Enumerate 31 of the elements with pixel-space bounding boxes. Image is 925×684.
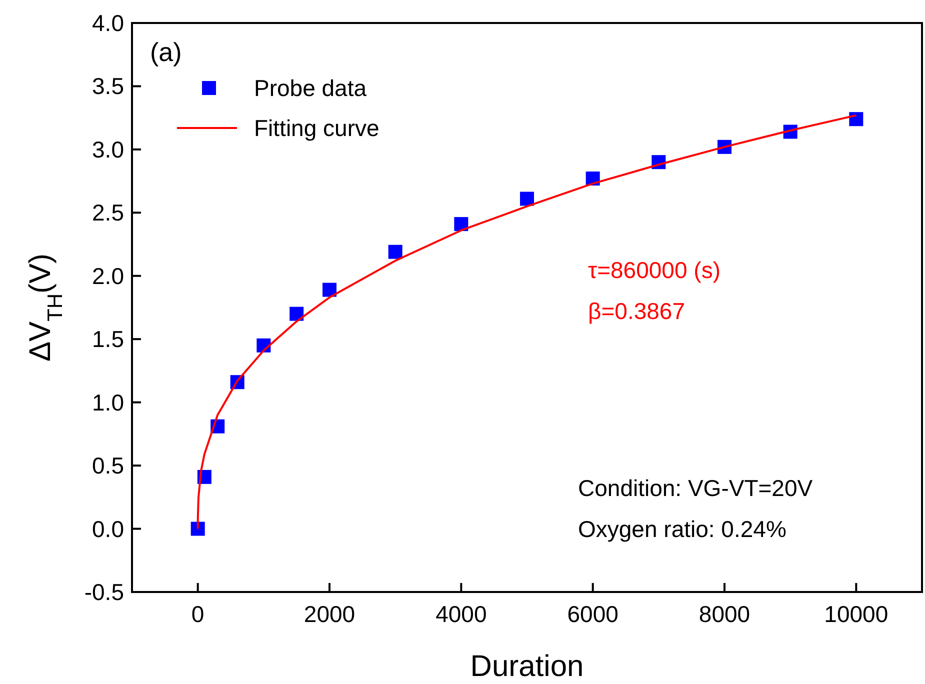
point	[849, 112, 864, 126]
annotation: (a)	[150, 37, 182, 67]
y-tick-label: 4.0	[92, 10, 124, 36]
annotation: Condition: VG-VT=20V	[578, 475, 814, 501]
y-tick-label: 3.5	[92, 73, 124, 100]
point	[520, 192, 534, 206]
y-tick-label: 2.0	[92, 262, 124, 289]
y-tick-label: 0.5	[92, 452, 124, 479]
y-tick-label: 2.5	[92, 200, 124, 226]
annotation: Oxygen ratio: 0.24%	[578, 516, 786, 542]
y-tick-label: 1.0	[92, 389, 124, 416]
y-tick-label: 3.0	[92, 136, 124, 162]
x-tick-label: 8000	[698, 601, 750, 627]
annotation: τ=860000 (s)	[588, 257, 720, 283]
annotation: β=0.3867	[588, 298, 686, 324]
y-tick-label: 0.0	[92, 516, 124, 542]
legend-label: Fitting curve	[254, 115, 380, 141]
point	[454, 217, 468, 232]
legend-label: Probe data	[254, 75, 367, 101]
point	[290, 306, 304, 321]
y-tick-label: 1.5	[92, 326, 124, 352]
point	[190, 522, 205, 536]
x-tick-label: 0	[191, 601, 204, 627]
x-tick-label: 2000	[304, 601, 356, 627]
x-tick-label: 4000	[436, 601, 487, 627]
x-tick-label: 6000	[567, 601, 618, 627]
x-axis-title: Duration	[470, 650, 584, 683]
point	[388, 244, 402, 259]
y-tick-label: -0.5	[84, 579, 124, 605]
x-tick-label: 10000	[824, 601, 888, 627]
point	[322, 282, 336, 297]
